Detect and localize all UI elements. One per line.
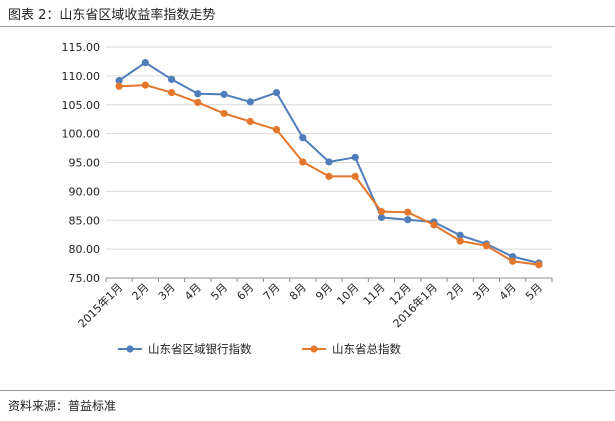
y-tick-label: 80.00 [69, 243, 101, 256]
x-tick-label: 5月 [523, 281, 545, 303]
series-2-point [456, 237, 464, 245]
series-2-point [325, 172, 333, 180]
bottom-divider [0, 390, 615, 391]
series-2-point [535, 261, 543, 269]
series-1-point [115, 76, 123, 85]
x-tick-label: 2015年1月 [75, 280, 125, 330]
series-2-point [299, 158, 307, 166]
top-divider [0, 26, 615, 27]
series-2-point [509, 257, 517, 265]
series-1-point [272, 89, 281, 97]
legend: 山东省区域银行指数 山东省总指数 [118, 342, 401, 356]
y-tick-label: 85.00 [69, 214, 101, 227]
x-tick-label: 7月 [261, 281, 283, 303]
x-tick-label: 8月 [287, 281, 309, 303]
series-1-point [167, 75, 176, 83]
x-tick-label: 3月 [471, 281, 493, 303]
y-tick-label: 95.00 [69, 157, 101, 170]
y-tick-label: 105.00 [62, 99, 101, 112]
legend-label: 山东省总指数 [332, 342, 401, 356]
series-2-point [272, 125, 281, 134]
gridlines [106, 46, 552, 279]
x-tick-label: 4月 [497, 281, 519, 303]
series-1-point [194, 90, 202, 98]
line-chart: 75.00 80.00 85.00 90.00 95.00 100.00 105.00 110… [62, 41, 553, 356]
series-2-point [115, 82, 123, 90]
series-1-point [325, 158, 333, 166]
source-note: 资料来源：普益标准 [8, 399, 117, 413]
series-1-point [456, 231, 464, 239]
y-tick-label: 100.00 [62, 128, 101, 141]
series-1-point [351, 153, 359, 161]
series-2-point [141, 81, 149, 89]
series-2-point [220, 109, 228, 118]
y-tick-label: 110.00 [62, 70, 101, 83]
x-tick-label: 9月 [313, 281, 335, 303]
x-tick-label: 5月 [208, 281, 230, 303]
series-layer [115, 58, 543, 269]
series-2-point [246, 117, 254, 126]
x-tick-label: 2月 [130, 281, 152, 303]
legend-label: 山东省区域银行指数 [148, 342, 252, 356]
x-tick-label: 11月 [361, 281, 388, 308]
figure-title: 图表 2：山东省区域收益率指数走势 [8, 8, 216, 23]
series-1-point [404, 216, 412, 224]
series-2-point [482, 242, 491, 250]
series-1-point [246, 98, 254, 106]
y-tick-label: 90.00 [69, 185, 101, 198]
series-2-point [167, 89, 176, 97]
series-2-point [351, 172, 359, 180]
legend-swatch-marker [126, 345, 134, 353]
y-tick-label: 75.00 [69, 272, 101, 285]
x-tick-label: 2月 [444, 281, 466, 303]
series-2-point [404, 208, 412, 216]
y-axis-ticks: 75.00 80.00 85.00 90.00 95.00 100.00 105.00 110… [62, 41, 101, 285]
series-1-point [299, 134, 307, 142]
series-1-point [220, 90, 228, 98]
y-tick-label: 115.00 [62, 41, 101, 54]
x-tick-label: 4月 [182, 281, 204, 303]
series-2-point [377, 207, 386, 216]
x-tick-label: 6月 [234, 281, 256, 303]
legend-swatch-marker [310, 345, 318, 353]
x-tick-label: 10月 [334, 281, 361, 308]
series-1-point [141, 58, 149, 67]
series-2-point [194, 98, 202, 107]
x-tick-label: 3月 [156, 281, 178, 303]
series-2-point [430, 221, 438, 229]
series-1-point [377, 213, 386, 221]
